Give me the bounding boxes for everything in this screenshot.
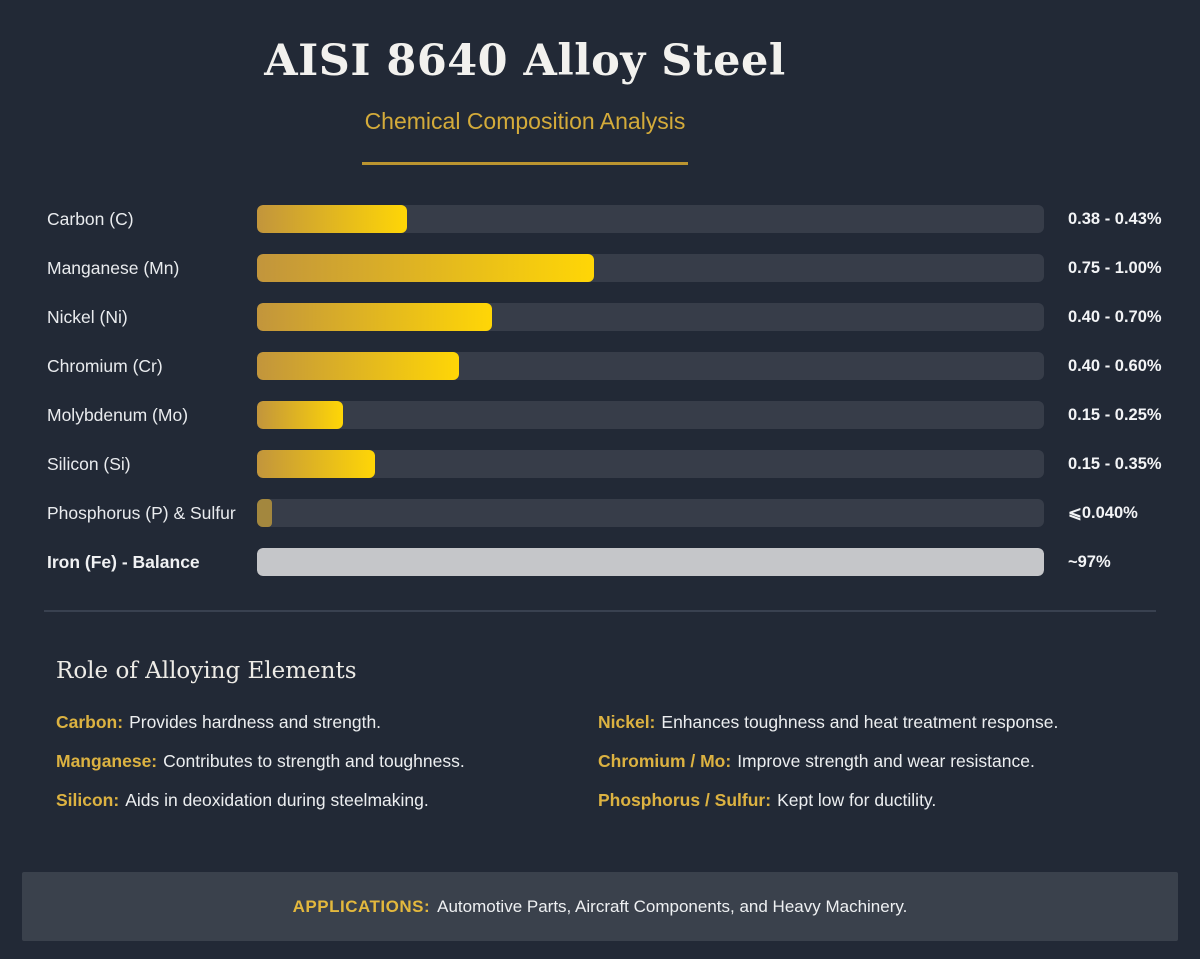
role-description: Kept low for ductility. xyxy=(777,790,937,810)
composition-row: Silicon (Si) 0.15 - 0.35% xyxy=(44,450,1162,478)
composition-row: Phosphorus (P) & Sulfur ⩽0.040% xyxy=(44,499,1156,527)
element-label: Phosphorus (P) & Sulfur xyxy=(47,502,236,523)
element-label: Manganese (Mn) xyxy=(47,257,180,278)
role-term: Manganese: xyxy=(56,751,158,771)
role-item: Carbon: Provides hardness and strength. xyxy=(56,710,598,734)
role-item: Chromium / Mo: Improve strength and wear … xyxy=(598,749,1140,773)
role-term: Nickel: xyxy=(598,712,656,732)
bar-fill xyxy=(257,450,376,478)
section-divider xyxy=(44,610,1156,612)
bar-fill xyxy=(257,499,272,527)
page-title: AISI 8640 Alloy Steel xyxy=(264,36,786,86)
composition-row: Manganese (Mn) 0.75 - 1.00% xyxy=(44,254,1162,282)
role-item: Nickel: Enhances toughness and heat treat… xyxy=(598,710,1140,734)
role-item: Phosphorus / Sulfur: Kept low for ductili… xyxy=(598,788,1140,812)
bar-track xyxy=(257,352,1044,380)
role-item: Silicon: Aids in deoxidation during steel… xyxy=(56,788,598,812)
element-label: Silicon (Si) xyxy=(47,453,131,474)
range-value: 0.40 - 0.70% xyxy=(1068,307,1162,326)
applications-text: Automotive Parts, Aircraft Components, a… xyxy=(437,896,908,916)
applications-label: APPLICATIONS: xyxy=(292,896,431,916)
composition-row: Molybdenum (Mo) 0.15 - 0.25% xyxy=(44,401,1162,429)
bar-track xyxy=(257,499,1044,527)
bar-track xyxy=(257,303,1044,331)
roles-list: Carbon: Provides hardness and strength. Ni… xyxy=(56,710,1140,812)
bar-fill xyxy=(257,205,407,233)
bar-track xyxy=(257,205,1044,233)
applications-banner: APPLICATIONS: Automotive Parts, Aircraft… xyxy=(22,872,1178,941)
range-value: 0.38 - 0.43% xyxy=(1068,209,1162,228)
element-label: Chromium (Cr) xyxy=(47,355,163,376)
page-subtitle: Chemical Composition Analysis xyxy=(364,108,686,134)
composition-row: Nickel (Ni) 0.40 - 0.70% xyxy=(44,303,1162,331)
subtitle-underline xyxy=(362,162,688,165)
role-description: Improve strength and wear resistance. xyxy=(737,751,1035,771)
range-value: 0.15 - 0.25% xyxy=(1068,405,1162,424)
composition-row: Iron (Fe) - Balance ~97% xyxy=(44,548,1156,576)
bar-track xyxy=(257,254,1044,282)
bar-track xyxy=(257,401,1044,429)
roles-heading: Role of Alloying Elements xyxy=(56,658,357,684)
bar-fill xyxy=(257,401,343,429)
bar-track xyxy=(257,450,1044,478)
header: AISI 8640 Alloy Steel Chemical Compositi… xyxy=(0,36,1050,165)
role-item: Manganese: Contributes to strength and to… xyxy=(56,749,598,773)
range-value: 0.15 - 0.35% xyxy=(1068,454,1162,473)
bar-fill xyxy=(257,352,460,380)
range-value: ~97% xyxy=(1068,552,1111,571)
range-value: 0.75 - 1.00% xyxy=(1068,258,1162,277)
element-label: Iron (Fe) - Balance xyxy=(47,551,200,572)
role-term: Phosphorus / Sulfur: xyxy=(598,790,772,810)
composition-chart: Carbon (C) 0.38 - 0.43% Manganese (Mn) 0.75… xyxy=(0,205,1200,576)
element-label: Nickel (Ni) xyxy=(47,306,128,327)
bar-fill xyxy=(257,548,1044,576)
element-label: Carbon (C) xyxy=(47,208,134,229)
bar-fill xyxy=(257,303,493,331)
composition-row: Carbon (C) 0.38 - 0.43% xyxy=(44,205,1162,233)
element-label: Molybdenum (Mo) xyxy=(47,404,189,425)
role-description: Aids in deoxidation during steelmaking. xyxy=(125,790,429,810)
role-description: Contributes to strength and toughness. xyxy=(163,751,465,771)
range-value: ⩽0.040% xyxy=(1068,504,1138,522)
role-description: Provides hardness and strength. xyxy=(129,712,382,732)
bar-track xyxy=(257,548,1044,576)
role-term: Carbon: xyxy=(56,712,124,732)
bar-fill xyxy=(257,254,594,282)
role-term: Silicon: xyxy=(56,790,120,810)
composition-row: Chromium (Cr) 0.40 - 0.60% xyxy=(44,352,1162,380)
range-value: 0.40 - 0.60% xyxy=(1068,356,1162,375)
role-description: Enhances toughness and heat treatment re… xyxy=(661,712,1059,732)
role-term: Chromium / Mo: xyxy=(598,751,732,771)
